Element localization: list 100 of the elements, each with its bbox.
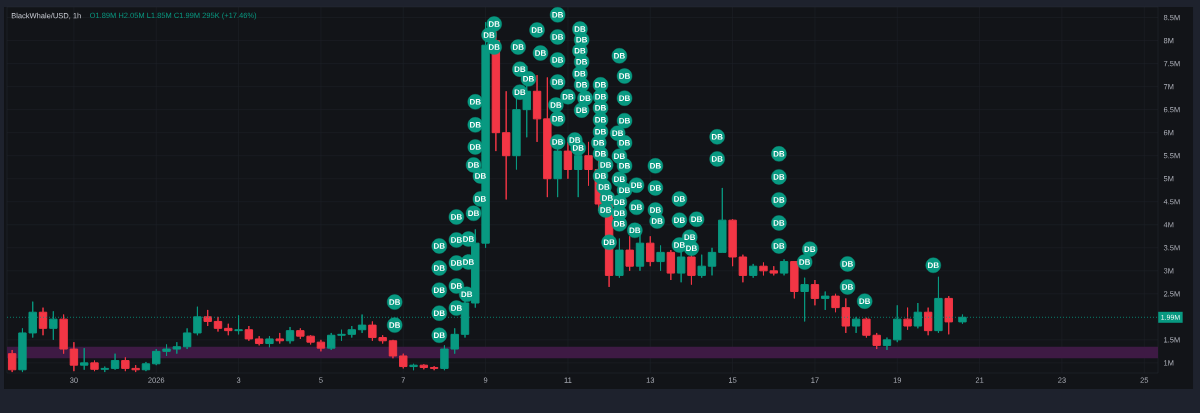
data-label: DB: [468, 162, 479, 168]
data-label: DB: [595, 105, 606, 111]
candlestick: [615, 238, 624, 279]
data-label: DB: [434, 287, 445, 293]
data-label: DB: [674, 217, 685, 223]
candlestick: [409, 363, 418, 371]
data-label: DB: [650, 185, 661, 191]
data-label: DB: [389, 299, 401, 305]
candlestick: [224, 323, 233, 336]
data-label: DB: [579, 95, 591, 101]
data-label: DB: [512, 44, 524, 50]
candlestick: [501, 90, 511, 200]
data-label: DB: [434, 332, 445, 338]
candlestick: [399, 353, 408, 369]
data-label: DB: [674, 196, 685, 202]
data-label: DB: [535, 50, 546, 56]
candlestick: [810, 279, 820, 306]
data-label: DB: [612, 130, 624, 136]
data-label: DB: [614, 176, 625, 182]
data-label: DB: [595, 173, 606, 179]
data-label: DB: [572, 145, 584, 151]
data-label: DB: [434, 310, 445, 316]
candlestick: [316, 339, 326, 352]
data-label: DB: [523, 76, 534, 82]
data-label: DB: [773, 220, 785, 226]
data-label: DB: [574, 47, 586, 54]
data-label: DB: [593, 140, 605, 146]
data-label: DB: [614, 199, 625, 205]
data-label: DB: [614, 53, 625, 59]
data-label: DB: [619, 95, 630, 101]
data-label: DB: [576, 36, 588, 43]
candlestick: [748, 263, 758, 279]
data-label: DB: [619, 187, 630, 193]
data-label: DB: [631, 204, 642, 211]
data-label: DB: [451, 260, 462, 266]
data-label: DB: [595, 82, 606, 88]
candlestick: [543, 76, 552, 198]
data-label: DB: [488, 21, 500, 27]
data-label: DB: [598, 184, 610, 190]
data-label: DB: [488, 44, 500, 50]
data-label: DB: [451, 214, 462, 220]
candlestick: [182, 327, 192, 350]
data-label: DB: [451, 305, 462, 311]
candlestick: [285, 326, 295, 345]
data-label: DB: [531, 27, 543, 33]
candlestick: [779, 258, 789, 276]
data-label: DB: [483, 32, 495, 38]
data-label: DB: [574, 26, 586, 32]
data-label: DB: [514, 89, 526, 95]
candlestick: [532, 74, 542, 143]
data-label: DB: [562, 94, 574, 100]
candlestick: [656, 244, 665, 272]
candlestick: [728, 218, 737, 267]
candlestick: [90, 360, 99, 372]
data-label: DB: [552, 34, 564, 40]
data-label: DB: [552, 139, 564, 145]
data-label: DB: [574, 71, 586, 77]
data-label: DB: [602, 195, 613, 201]
data-label: DB: [773, 151, 785, 157]
data-label: DB: [463, 236, 474, 242]
data-label: DB: [595, 151, 606, 157]
data-label: DB: [434, 243, 445, 249]
data-label: DB: [552, 57, 564, 63]
candlestick: [625, 235, 634, 272]
data-label: DB: [470, 99, 481, 105]
data-label: DB: [650, 163, 661, 169]
candlestick: [707, 247, 717, 276]
data-label: DB: [859, 298, 871, 304]
data-label: DB: [773, 243, 785, 249]
data-label: DB: [576, 107, 588, 113]
data-label: DB: [470, 122, 481, 128]
data-label: DB: [614, 221, 625, 227]
data-label: DB: [651, 218, 663, 224]
data-label: DB: [773, 197, 785, 203]
candlestick: [244, 325, 254, 342]
data-label: DB: [619, 163, 630, 169]
data-label: DB: [600, 207, 612, 213]
data-label: DB: [711, 156, 723, 162]
data-label: DB: [569, 137, 581, 143]
candlestick: [110, 353, 120, 371]
data-label: DB: [595, 129, 606, 135]
data-label: DB: [576, 59, 588, 65]
candlestick: [697, 254, 706, 279]
candlestick: [141, 361, 151, 372]
candlestick: [718, 187, 727, 253]
candlestick: [79, 347, 89, 371]
candlestick: [38, 307, 48, 336]
data-label: DB: [576, 82, 588, 88]
data-label: DB: [711, 134, 723, 140]
data-label: DB: [619, 117, 630, 124]
candlestick: [213, 316, 223, 333]
candlestick: [7, 349, 17, 373]
candlestick: [265, 335, 274, 348]
data-label: DB: [686, 245, 697, 251]
data-label: DB: [773, 174, 785, 180]
data-label: DB: [552, 116, 564, 122]
data-label: DB: [461, 291, 473, 298]
candlestick: [563, 141, 573, 180]
data-label: DB: [552, 79, 564, 85]
data-label: DB: [614, 153, 625, 159]
